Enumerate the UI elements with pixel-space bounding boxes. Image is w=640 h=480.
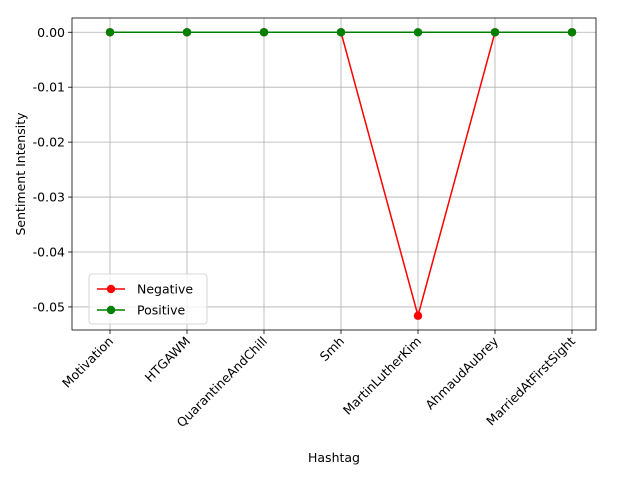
- x-tick-label: HTGAWM: [142, 334, 193, 385]
- data-point: [413, 311, 423, 320]
- x-tick-label: Motivation: [59, 334, 116, 391]
- data-point: [259, 28, 269, 37]
- plot-frame: [71, 17, 597, 331]
- legend-label: Positive: [137, 303, 185, 318]
- y-axis-label: Sentiment Intensity: [13, 112, 28, 236]
- y-tick-label: -0.03: [33, 190, 65, 205]
- data-point: [413, 28, 423, 37]
- y-tick-label: 0.00: [37, 25, 65, 40]
- data-point: [490, 28, 500, 37]
- series-positive: [105, 28, 577, 37]
- x-tick-label: MartinLutherKim: [340, 334, 424, 418]
- data-point: [567, 28, 577, 37]
- x-tick-label: AhmaudAubrey: [422, 333, 501, 412]
- legend-entry: Negative: [97, 282, 193, 297]
- x-tick-label: Smh: [317, 334, 347, 364]
- data-point: [182, 28, 192, 37]
- grid-layer: [72, 18, 596, 330]
- data-point: [105, 28, 115, 37]
- series-layer: [105, 28, 577, 320]
- data-point: [336, 28, 346, 37]
- y-tick-label: -0.02: [33, 135, 65, 150]
- y-tick-label: -0.04: [33, 245, 65, 260]
- legend-marker: [106, 284, 116, 294]
- legend-label: Negative: [137, 282, 193, 297]
- legend-box: [88, 273, 208, 325]
- x-axis-label: Hashtag: [308, 450, 360, 465]
- y-tick-label: -0.01: [33, 80, 65, 95]
- legend: Negative Positive: [88, 273, 208, 325]
- legend-marker: [106, 305, 116, 315]
- legend-entry: Positive: [97, 303, 185, 318]
- y-tick-label: -0.05: [33, 299, 65, 314]
